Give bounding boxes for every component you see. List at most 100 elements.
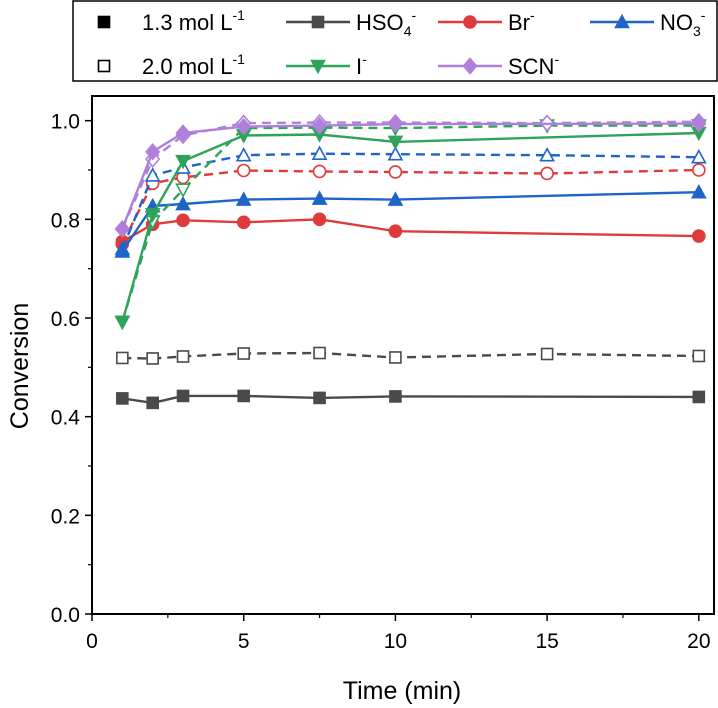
data-point-hso4-open	[692, 349, 706, 363]
x-axis: 0 5 10 15 20	[86, 614, 711, 653]
series-scn-1p3	[114, 114, 707, 238]
data-point-i-filled	[387, 135, 404, 151]
data-point-no3-filled	[690, 184, 707, 199]
data-point-hso4-open	[146, 352, 159, 365]
data-point-hso4-filled	[237, 389, 251, 403]
y-tick-label: 0.8	[51, 209, 80, 232]
data-point-no3-open	[311, 145, 328, 161]
data-point-hso4-filled	[313, 391, 326, 405]
legend-superscript: -	[362, 51, 367, 67]
legend-label-conc-1p3: 1.3 mol L-1	[142, 7, 245, 35]
x-axis-title: Time (min)	[343, 677, 462, 705]
data-point-scn-filled	[114, 219, 130, 238]
data-point-scn-filled	[145, 143, 161, 161]
legend-text: HSO	[356, 10, 404, 35]
data-point-br-open	[692, 163, 706, 177]
data-point-br-filled	[176, 213, 190, 228]
data-point-i-filled	[175, 154, 191, 170]
data-point-i-filled	[144, 208, 161, 223]
data-point-no3-open	[144, 167, 161, 182]
x-tick-label: 20	[687, 630, 710, 653]
series-line-scn-solid	[121, 122, 699, 230]
data-point-hso4-open	[313, 346, 326, 360]
series-layer	[114, 112, 707, 410]
series-hso4-2p0	[116, 346, 706, 365]
data-point-i-filled	[114, 315, 131, 331]
legend-label-hso4: HSO4-	[356, 7, 416, 39]
data-point-scn-filled	[175, 124, 191, 142]
legend-label-scn: SCN-	[508, 51, 559, 79]
data-point-br-open	[540, 166, 554, 181]
series-no3-1p3	[114, 184, 707, 258]
data-point-no3-open	[539, 147, 555, 162]
data-point-no3-filled	[311, 190, 328, 205]
data-point-br-filled	[236, 215, 251, 230]
legend-marker-conc-2p0	[97, 59, 111, 73]
legend-marker-conc-1p3	[97, 15, 111, 29]
data-point-scn-filled	[312, 116, 328, 135]
legend-marker-hso4	[311, 15, 325, 29]
data-point-no3-filled	[235, 191, 252, 206]
data-point-hso4-filled	[176, 389, 190, 403]
data-point-br-open	[312, 164, 327, 179]
plot-frame	[91, 95, 715, 615]
legend-subscript: 4	[404, 23, 412, 39]
series-line-br-solid	[121, 218, 699, 243]
data-point-scn-filled	[236, 117, 252, 136]
legend-text: I	[356, 54, 362, 79]
data-point-hso4-open	[540, 347, 554, 361]
data-point-br-open	[236, 163, 251, 178]
data-point-scn-filled	[387, 115, 403, 133]
x-tick-label: 10	[384, 630, 407, 653]
y-tick-label: 0.0	[51, 604, 80, 627]
data-point-hso4-open	[176, 350, 190, 363]
data-point-scn-filled	[691, 114, 707, 133]
data-point-br-open	[388, 165, 403, 179]
data-point-no3-filled	[114, 243, 131, 258]
y-tick-label: 1.0	[51, 111, 80, 134]
legend-superscript: -	[411, 7, 416, 23]
data-point-hso4-filled	[116, 392, 129, 405]
y-axis-title: Conversion	[6, 303, 34, 429]
legend-text: SCN	[508, 54, 554, 79]
series-line-no3-dashed	[121, 152, 699, 250]
data-point-br-filled	[312, 212, 327, 227]
legend-label-br: Br-	[508, 7, 535, 35]
legend-superscript: -	[530, 7, 535, 23]
data-point-hso4-filled	[692, 390, 706, 404]
series-line-hso4-dashed	[122, 351, 699, 360]
data-point-no3-filled	[387, 191, 404, 206]
legend-box	[72, 0, 718, 82]
series-hso4-1p3	[116, 389, 706, 410]
legend-ion-group: HSO4- Br- NO3-I- SCN-	[286, 7, 706, 79]
legend-marker-br	[463, 15, 477, 29]
legend-superscript: -1	[233, 7, 246, 23]
legend-label-conc-2p0: 2.0 mol L-1	[142, 51, 245, 79]
legend-marker-i	[310, 59, 326, 75]
legend-text: 1.3 mol L	[142, 10, 233, 35]
x-tick-label: 5	[238, 630, 250, 653]
y-tick-label: 0.2	[51, 505, 80, 528]
data-point-hso4-open	[116, 351, 129, 365]
legend-marker-scn	[462, 57, 478, 75]
series-br-1p3	[115, 212, 706, 249]
legend-superscript: -1	[233, 51, 246, 67]
legend-label-no3: NO3-	[660, 7, 706, 39]
series-br-2p0	[115, 163, 706, 251]
data-point-hso4-filled	[389, 390, 402, 403]
x-tick-label: 15	[535, 630, 558, 653]
series-no3-2p0	[114, 145, 707, 256]
series-line-hso4-solid	[122, 394, 699, 405]
legend-text: NO	[660, 10, 693, 35]
data-point-hso4-open	[389, 351, 402, 364]
legend-label-i: I-	[356, 51, 367, 79]
y-tick-label: 0.6	[51, 308, 80, 331]
legend-superscript: -	[701, 7, 706, 23]
legend-subscript: 3	[693, 23, 701, 39]
data-point-no3-filled	[175, 195, 191, 211]
data-point-no3-open	[387, 146, 404, 161]
data-point-hso4-filled	[146, 396, 159, 410]
legend-superscript: -	[554, 51, 559, 67]
series-line-br-dashed	[121, 168, 699, 245]
